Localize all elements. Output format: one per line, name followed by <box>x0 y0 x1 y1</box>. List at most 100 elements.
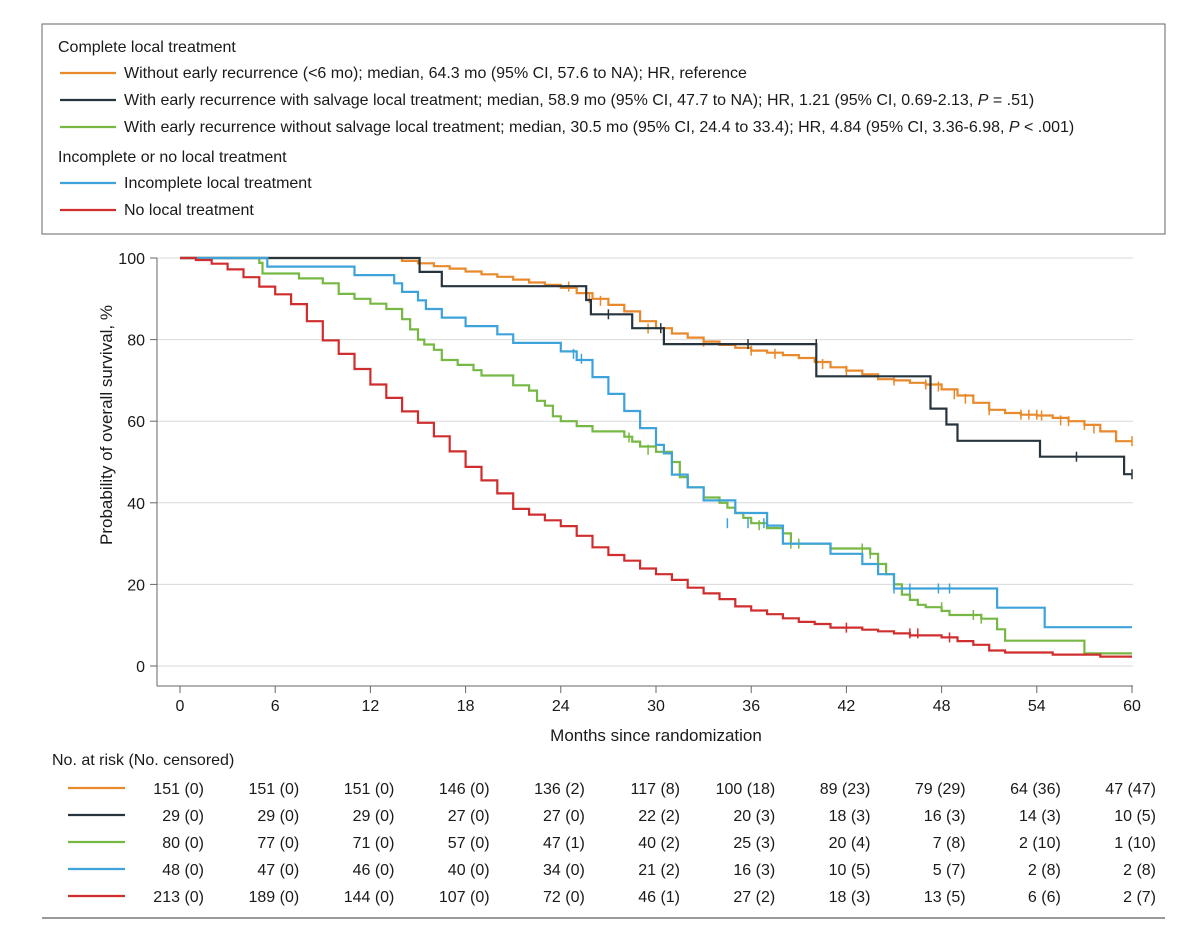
legend-entry-label: With early recurrence without salvage lo… <box>124 119 1074 136</box>
risk-cell: 10 (5) <box>829 862 871 879</box>
legend-entry-text: Incomplete local treatment <box>124 175 312 192</box>
y-tick-label: 0 <box>136 659 145 676</box>
risk-cell: 47 (47) <box>1105 781 1156 798</box>
risk-cell: 6 (6) <box>1028 889 1061 906</box>
risk-cell: 151 (0) <box>344 781 395 798</box>
risk-cell: 213 (0) <box>153 889 204 906</box>
risk-cell: 40 (2) <box>638 835 680 852</box>
risk-table-title: No. at risk (No. censored) <box>52 752 234 769</box>
x-tick-label: 12 <box>362 698 380 715</box>
risk-cell: 144 (0) <box>344 889 395 906</box>
risk-cell: 151 (0) <box>153 781 204 798</box>
risk-cell: 79 (29) <box>915 781 966 798</box>
x-tick-label: 54 <box>1028 698 1046 715</box>
legend-entry-text: = .51) <box>988 92 1034 109</box>
y-tick-label: 80 <box>127 333 145 350</box>
risk-cell: 72 (0) <box>543 889 585 906</box>
x-tick-label: 30 <box>647 698 665 715</box>
x-tick-label: 18 <box>457 698 475 715</box>
risk-cell: 107 (0) <box>439 889 490 906</box>
risk-cell: 34 (0) <box>543 862 585 879</box>
x-tick-label: 36 <box>742 698 760 715</box>
plot-area: 0 20 40 60 80 100 0 6 12 18 24 30 36 42 48 54 60 Probabi… <box>97 251 1141 745</box>
axis-ticks: 0 20 40 60 80 100 0 6 12 18 24 30 36 42 48 54 60 <box>118 251 1141 715</box>
risk-cell: 25 (3) <box>733 835 775 852</box>
risk-table: No. at risk (No. censored) 151 (0) 151 (0… <box>52 752 1156 906</box>
legend-group-header: Complete local treatment <box>58 39 236 56</box>
risk-cell: 46 (0) <box>353 862 395 879</box>
risk-cell: 21 (2) <box>638 862 680 879</box>
legend: Complete local treatment Incomplete or no… <box>41 23 1166 235</box>
legend-entry-text: < .001) <box>1020 119 1075 136</box>
risk-cell: 46 (1) <box>638 889 680 906</box>
y-tick-label: 40 <box>127 496 145 513</box>
risk-cell: 1 (10) <box>1114 835 1156 852</box>
legend-entry-text: No local treatment <box>124 202 254 219</box>
x-tick-label: 0 <box>176 698 185 715</box>
risk-cell: 189 (0) <box>248 889 299 906</box>
legend-entry-text: With early recurrence with salvage local… <box>124 92 978 109</box>
risk-cell: 64 (36) <box>1010 781 1061 798</box>
risk-cell: 22 (2) <box>638 808 680 825</box>
risk-cell: 71 (0) <box>353 835 395 852</box>
y-tick-label: 100 <box>118 251 145 268</box>
legend-group-header: Incomplete or no local treatment <box>58 149 287 166</box>
legend-entry-label: With early recurrence with salvage local… <box>124 92 1034 109</box>
legend-box <box>41 23 1166 235</box>
risk-cell: 100 (18) <box>716 781 776 798</box>
legend-entry-label: Incomplete local treatment <box>124 175 312 192</box>
risk-cell: 47 (1) <box>543 835 585 852</box>
x-axis-title: Months since randomization <box>550 726 762 745</box>
risk-cell: 7 (8) <box>933 835 966 852</box>
survival-curve-2 <box>180 256 1132 476</box>
risk-cell: 16 (3) <box>924 808 966 825</box>
risk-cell: 10 (5) <box>1114 808 1156 825</box>
risk-cell: 77 (0) <box>257 835 299 852</box>
legend-entry-label: No local treatment <box>124 202 254 219</box>
risk-cell: 2 (10) <box>1019 835 1061 852</box>
risk-cell: 48 (0) <box>162 862 204 879</box>
x-tick-label: 6 <box>271 698 280 715</box>
risk-cell: 14 (3) <box>1019 808 1061 825</box>
legend-entry-text: P <box>1009 119 1020 136</box>
risk-cell: 16 (3) <box>733 862 775 879</box>
risk-cell: 2 (7) <box>1123 889 1156 906</box>
x-tick-label: 48 <box>933 698 951 715</box>
risk-cell: 27 (2) <box>733 889 775 906</box>
x-tick-label: 24 <box>552 698 570 715</box>
risk-cell: 151 (0) <box>248 781 299 798</box>
risk-cell: 2 (8) <box>1028 862 1061 879</box>
risk-cell: 20 (4) <box>829 835 871 852</box>
gridlines <box>157 257 1133 667</box>
survival-curve-3 <box>180 256 1132 655</box>
y-tick-label: 20 <box>127 577 145 594</box>
survival-curve-5 <box>180 256 1132 658</box>
risk-cell: 136 (2) <box>534 781 585 798</box>
x-tick-label: 60 <box>1123 698 1141 715</box>
risk-cell: 29 (0) <box>162 808 204 825</box>
y-tick-label: 60 <box>127 414 145 431</box>
risk-cell: 29 (0) <box>257 808 299 825</box>
risk-cell: 2 (8) <box>1123 862 1156 879</box>
risk-cell: 27 (0) <box>448 808 490 825</box>
legend-entry-text: Without early recurrence (<6 mo); median… <box>124 65 747 82</box>
risk-cell: 18 (3) <box>829 808 871 825</box>
legend-entry-text: P <box>978 92 989 109</box>
legend-entry-text: With early recurrence without salvage lo… <box>124 119 1009 136</box>
survival-curves <box>180 256 1133 658</box>
risk-cell: 117 (8) <box>630 781 680 798</box>
axes <box>156 258 1133 687</box>
risk-cell: 89 (23) <box>820 781 871 798</box>
risk-cell: 47 (0) <box>257 862 299 879</box>
risk-cell: 27 (0) <box>543 808 585 825</box>
risk-cell: 5 (7) <box>933 862 966 879</box>
risk-cell: 20 (3) <box>733 808 775 825</box>
x-tick-label: 42 <box>838 698 856 715</box>
risk-cell: 13 (5) <box>924 889 966 906</box>
survival-curve-4 <box>180 256 1132 629</box>
risk-cell: 146 (0) <box>439 781 490 798</box>
y-axis-title: Probability of overall survival, % <box>97 305 116 545</box>
risk-cell: 40 (0) <box>448 862 490 879</box>
legend-entry-label: Without early recurrence (<6 mo); median… <box>124 65 747 82</box>
